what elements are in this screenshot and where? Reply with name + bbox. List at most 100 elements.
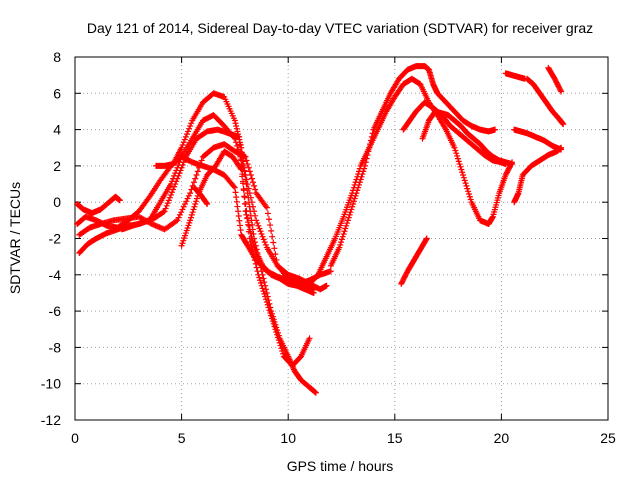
data-point-marker <box>236 217 243 224</box>
data-point-marker <box>351 195 358 202</box>
data-point-marker <box>257 279 264 286</box>
data-point-marker <box>237 222 244 229</box>
data-point-marker <box>275 337 282 344</box>
y-tick-label: -12 <box>41 412 61 428</box>
data-point-marker <box>245 222 252 229</box>
data-point-marker <box>176 211 183 218</box>
data-point-marker <box>459 169 466 176</box>
data-point-marker <box>253 264 260 271</box>
data-point-marker <box>423 236 430 243</box>
data-point-marker <box>341 228 348 235</box>
data-point-marker <box>230 183 237 190</box>
data-point-marker <box>258 230 265 237</box>
data-point-marker <box>165 197 172 204</box>
data-point-marker <box>260 275 267 282</box>
data-point-marker <box>263 296 270 303</box>
data-point-marker <box>558 144 565 151</box>
data-point-marker <box>232 189 239 196</box>
data-point-marker <box>179 206 186 213</box>
series-16 <box>511 144 565 206</box>
data-point-marker <box>188 120 195 127</box>
data-point-marker <box>238 166 245 173</box>
data-point-marker <box>252 186 259 193</box>
data-point-marker <box>187 190 194 197</box>
data-point-marker <box>268 227 275 234</box>
series-7 <box>178 148 313 369</box>
x-axis-label: GPS time / hours <box>287 458 394 474</box>
data-point-marker <box>273 256 280 263</box>
data-point-marker <box>368 133 375 140</box>
data-point-marker <box>267 309 274 316</box>
data-point-marker <box>254 220 261 227</box>
data-point-marker <box>457 163 464 170</box>
data-point-marker <box>244 161 251 168</box>
data-point-marker <box>467 196 474 203</box>
data-point-marker <box>248 175 255 182</box>
data-point-marker <box>173 218 180 225</box>
data-point-marker <box>116 197 123 204</box>
data-point-marker <box>265 304 272 311</box>
data-point-marker <box>260 288 267 295</box>
data-point-marker <box>264 301 271 308</box>
data-point-marker <box>162 205 169 212</box>
data-point-marker <box>509 161 516 168</box>
data-point-marker <box>259 285 266 292</box>
data-point-marker <box>189 209 196 216</box>
data-point-marker <box>185 192 192 199</box>
data-point-marker <box>184 128 191 135</box>
data-point-marker <box>256 274 263 281</box>
data-point-marker <box>465 191 472 198</box>
x-tick-label: 25 <box>600 430 616 446</box>
data-point-marker <box>464 185 471 192</box>
data-point-marker <box>354 187 361 194</box>
data-point-marker <box>266 216 273 223</box>
data-point-marker <box>262 241 269 248</box>
data-point-marker <box>196 164 203 171</box>
data-point-marker <box>352 192 359 199</box>
data-point-marker <box>269 233 276 240</box>
data-point-marker <box>187 122 194 129</box>
data-point-marker <box>183 131 190 138</box>
data-point-marker <box>254 268 261 275</box>
data-point-marker <box>261 239 268 246</box>
data-point-marker <box>172 181 179 188</box>
data-point-marker <box>234 203 241 210</box>
data-point-marker <box>350 201 357 208</box>
data-point-marker <box>269 318 276 325</box>
data-point-marker <box>346 211 353 218</box>
data-point-marker <box>175 172 182 179</box>
data-point-marker <box>454 152 461 159</box>
series-9 <box>306 75 516 287</box>
data-point-marker <box>344 220 351 227</box>
data-point-marker <box>192 175 199 182</box>
data-point-marker <box>190 179 197 186</box>
data-point-marker <box>243 181 250 188</box>
data-point-marker <box>339 233 346 240</box>
data-point-marker <box>263 204 270 211</box>
data-point-marker <box>353 190 360 197</box>
data-point-marker <box>259 233 266 240</box>
data-point-marker <box>237 142 244 149</box>
data-point-marker <box>455 158 462 165</box>
data-point-marker <box>194 168 201 175</box>
data-point-marker <box>235 212 242 219</box>
data-point-marker <box>366 144 373 151</box>
data-point-marker <box>191 203 198 210</box>
data-point-marker <box>271 323 278 330</box>
data-point-marker <box>240 158 247 165</box>
data-point-marker <box>327 268 334 275</box>
data-point-marker <box>233 125 240 132</box>
data-point-marker <box>261 290 268 297</box>
data-point-marker <box>338 236 345 243</box>
data-point-marker <box>364 152 371 159</box>
data-point-marker <box>323 282 330 289</box>
data-point-marker <box>180 139 187 146</box>
series-14 <box>502 70 528 82</box>
data-point-marker <box>183 198 190 205</box>
data-point-marker <box>193 195 200 202</box>
data-point-marker <box>182 133 189 140</box>
data-point-marker <box>272 251 279 258</box>
data-point-marker <box>169 189 176 196</box>
y-tick-label: 4 <box>53 122 61 138</box>
data-point-marker <box>345 214 352 221</box>
